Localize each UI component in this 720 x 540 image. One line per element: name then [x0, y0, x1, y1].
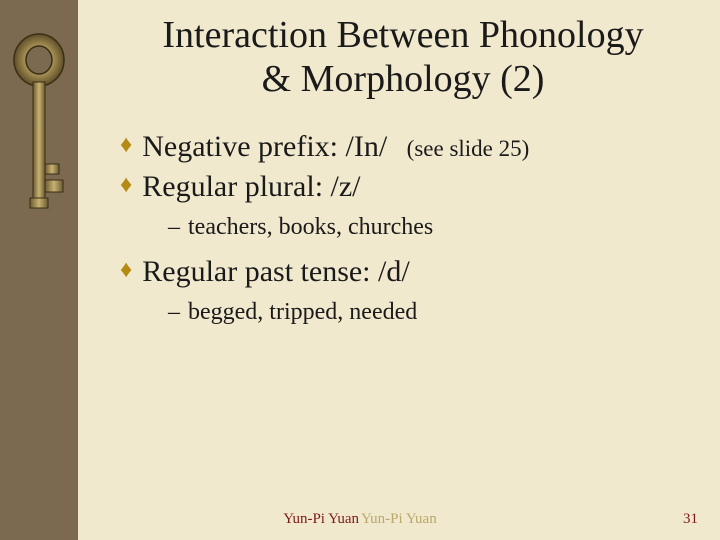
- slide-body: ♦ Negative prefix: /In/ (see slide 25) ♦…: [120, 128, 700, 338]
- bullet-text: Negative prefix: /In/: [142, 130, 387, 163]
- bullet-note: (see slide 25): [407, 136, 530, 161]
- diamond-bullet-icon: ♦: [120, 128, 132, 163]
- author-name-shadow: Yun-Pi Yuan: [361, 511, 437, 527]
- slide: Interaction Between Phonology & Morpholo…: [0, 0, 720, 540]
- title-line-2: & Morphology (2): [262, 58, 545, 100]
- bullet-item: ♦ Regular past tense: /d/: [120, 253, 700, 291]
- key-icon: [10, 32, 68, 222]
- bullet-text: Regular plural: /z/: [142, 168, 360, 206]
- bullet-item: ♦ Negative prefix: /In/ (see slide 25): [120, 128, 700, 166]
- sub-bullet-item: – teachers, books, churches: [168, 211, 700, 243]
- diamond-bullet-icon: ♦: [120, 168, 132, 203]
- dash-bullet-icon: –: [168, 296, 180, 328]
- slide-title: Interaction Between Phonology & Morpholo…: [108, 14, 698, 101]
- sidebar: [0, 0, 78, 540]
- sub-bullet-item: – begged, tripped, needed: [168, 296, 700, 328]
- footer-author: Yun-Pi YuanYun-Pi Yuan: [0, 511, 720, 528]
- diamond-bullet-icon: ♦: [120, 253, 132, 288]
- dash-bullet-icon: –: [168, 211, 180, 243]
- author-name: Yun-Pi Yuan: [283, 511, 359, 527]
- title-line-1: Interaction Between Phonology: [162, 14, 643, 56]
- sub-bullet-text: begged, tripped, needed: [188, 296, 417, 328]
- sub-bullet-text: teachers, books, churches: [188, 211, 433, 243]
- page-number: 31: [683, 511, 698, 528]
- bullet-item: ♦ Regular plural: /z/: [120, 168, 700, 206]
- bullet-text: Regular past tense: /d/: [142, 253, 409, 291]
